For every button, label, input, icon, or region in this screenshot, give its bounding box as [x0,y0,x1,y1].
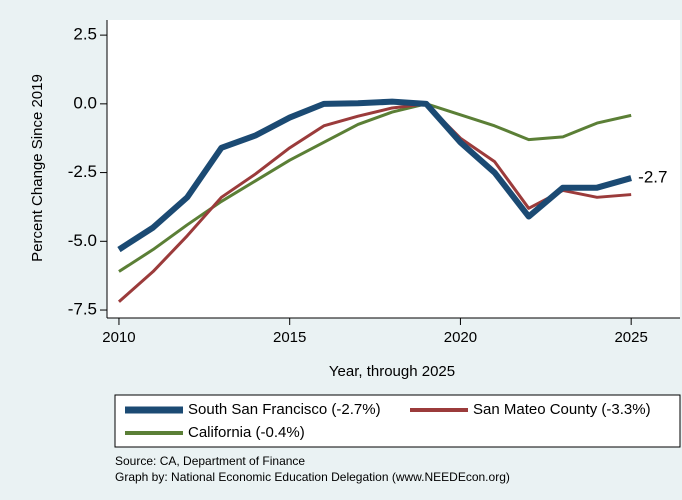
legend-label: San Mateo County (-3.3%) [473,401,651,418]
x-tick-label: 2020 [444,329,477,346]
y-tick-label: -7.5 [68,300,97,319]
credit-note: Graph by: National Economic Education De… [115,470,510,484]
x-tick-label: 2025 [614,329,647,346]
source-note: Source: CA, Department of Finance [115,454,305,468]
y-tick-label: -5.0 [68,231,97,250]
x-tick-label: 2015 [273,329,306,346]
y-tick-label: 0.0 [73,93,97,112]
y-tick-label: -2.5 [68,162,97,181]
x-axis-title: Year, through 2025 [329,363,455,380]
legend-label: California (-0.4%) [188,424,305,441]
series-line [117,98,632,253]
legend-label: South San Francisco (-2.7%) [188,401,381,418]
x-tick-label: 2010 [102,329,135,346]
end-label: -2.7 [638,168,667,187]
legend [114,394,681,448]
y-axis-title: Percent Change Since 2019 [29,74,46,262]
y-tick-label: 2.5 [73,25,97,44]
series-line [118,102,632,273]
plot-area [107,20,680,318]
